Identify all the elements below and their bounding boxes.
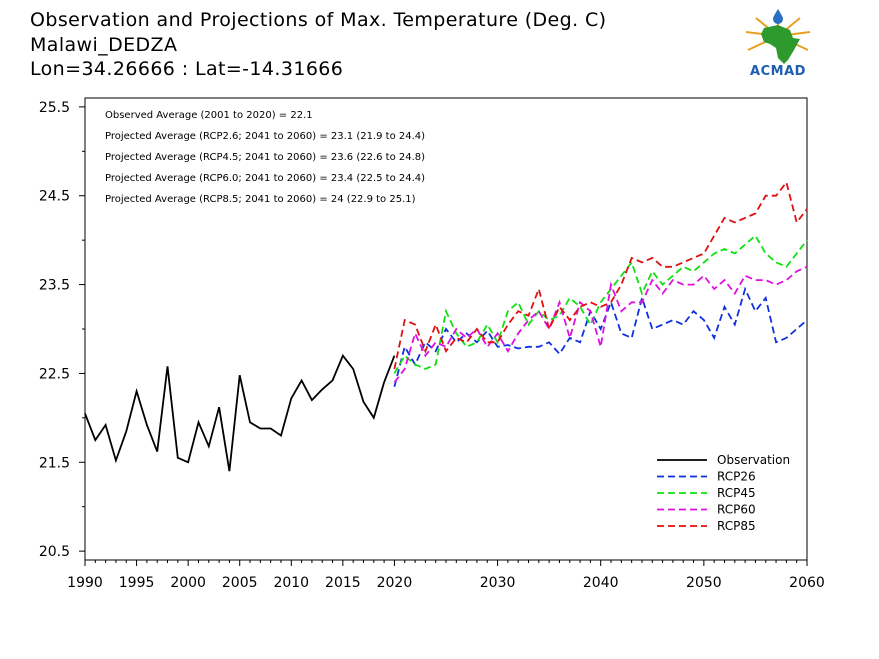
x-tick-label: 2000 [170,575,206,591]
y-tick-label: 23.5 [39,278,70,294]
y-tick-label: 25.5 [39,100,70,116]
stats-annotations: Observed Average (2001 to 2020) = 22.1 P… [105,110,425,205]
legend-label-rcp60: RCP60 [717,503,756,517]
stat-observed: Observed Average (2001 to 2020) = 22.1 [105,110,313,121]
x-tick-label: 2040 [583,575,619,591]
y-tick-label: 20.5 [39,544,70,560]
y-tick-label: 22.5 [39,366,70,382]
stat-rcp85: Projected Average (RCP8.5; 2041 to 2060)… [105,194,416,205]
series-line-rcp26 [393,286,808,387]
chart-title: Observation and Projections of Max. Temp… [30,9,607,31]
legend-label-rcp26: RCP26 [717,470,756,484]
x-tick-label: 2030 [480,575,516,591]
stat-rcp60: Projected Average (RCP6.0; 2041 to 2060)… [105,173,425,184]
legend-label-rcp85: RCP85 [717,519,756,533]
y-tick-label: 24.5 [39,189,70,205]
stat-rcp45: Projected Average (RCP4.5; 2041 to 2060)… [105,152,425,163]
series-line-rcp85 [393,180,808,370]
logo-text: ACMAD [750,64,806,79]
station-name: Malawi_DEDZA [30,34,178,56]
stat-rcp26: Projected Average (RCP2.6; 2041 to 2060)… [105,131,425,142]
series-line-rcp60 [393,265,808,383]
legend-label-rcp45: RCP45 [717,486,756,500]
y-tick-label: 21.5 [39,455,70,471]
x-tick-label: 2005 [222,575,258,591]
series-layer [84,180,808,472]
x-tick-label: 2020 [377,575,413,591]
legend: Observation RCP26 RCP45 RCP60 RCP85 [657,453,790,533]
x-tick-label: 2050 [686,575,722,591]
x-tick-label: 2060 [789,575,825,591]
series-line-observation [84,353,396,472]
africa-sun-logo-icon [745,9,811,64]
x-tick-label: 1990 [67,575,103,591]
x-tick-label: 1995 [119,575,155,591]
series-line-rcp45 [393,234,808,374]
x-tick-label: 2015 [325,575,361,591]
y-axis: 20.5 21.5 22.5 23.5 24.5 25.5 [39,100,85,560]
station-coordinates: Lon=34.26666 : Lat=-14.31666 [30,58,344,80]
x-tick-label: 2010 [273,575,309,591]
x-axis: 1990 1995 2000 2005 2010 2015 2020 2030 2040 2050… [67,560,825,591]
legend-label-observation: Observation [717,453,790,467]
